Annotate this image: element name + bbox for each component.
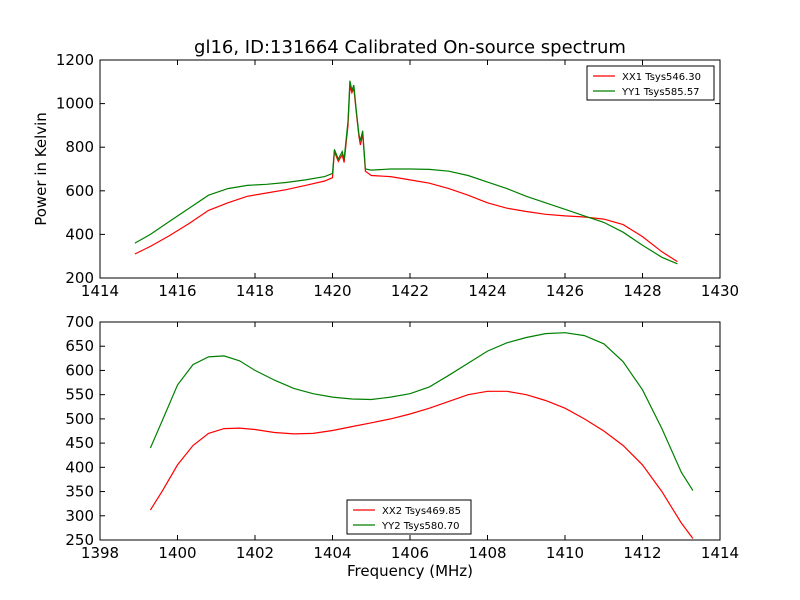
y-tick-label: 1200 bbox=[56, 51, 94, 69]
y-tick-label: 450 bbox=[65, 434, 94, 452]
x-tick-label: 1426 bbox=[546, 282, 584, 300]
chart-title: gl16, ID:131664 Calibrated On-source spe… bbox=[194, 37, 626, 58]
legend-label: YY1 Tsys585.57 bbox=[621, 87, 700, 98]
x-tick-label: 1416 bbox=[158, 282, 196, 300]
y-axis-label: Power in Kelvin bbox=[32, 112, 50, 226]
series-line-xx bbox=[134, 85, 678, 263]
x-tick-label: 1406 bbox=[391, 544, 429, 562]
x-tick-label: 1422 bbox=[391, 282, 429, 300]
legend: XX2 Tsys469.85 YY2 Tsys580.70 bbox=[346, 499, 472, 535]
y-tick-label: 350 bbox=[65, 483, 94, 501]
y-tick-label: 300 bbox=[65, 507, 94, 525]
legend: XX1 Tsys546.30 YY1 Tsys585.57 bbox=[586, 65, 715, 101]
x-tick-label: 1412 bbox=[623, 544, 661, 562]
x-tick-label: 1428 bbox=[623, 282, 661, 300]
x-tick-label: 1414 bbox=[81, 282, 119, 300]
y-tick-label: 250 bbox=[65, 531, 94, 549]
y-tick-label: 600 bbox=[65, 182, 94, 200]
y-tick-label: 200 bbox=[65, 269, 94, 287]
x-tick-label: 1400 bbox=[158, 544, 196, 562]
y-tick-label: 400 bbox=[65, 225, 94, 243]
y-tick-label: 500 bbox=[65, 410, 94, 428]
legend-label: YY2 Tsys580.70 bbox=[381, 521, 460, 532]
bottom-panel: 1398 1400 1402 1404 1406 1408 1410 1412 1414 250 3… bbox=[65, 313, 739, 580]
legend-label: XX2 Tsys469.85 bbox=[382, 506, 461, 517]
x-tick-label: 1430 bbox=[701, 282, 739, 300]
legend-box bbox=[346, 499, 472, 535]
legend-box bbox=[586, 65, 715, 101]
y-tick-label: 550 bbox=[65, 386, 94, 404]
y-tick-label: 600 bbox=[65, 361, 94, 379]
x-tick-label: 1418 bbox=[236, 282, 274, 300]
x-tick-label: 1398 bbox=[81, 544, 119, 562]
x-tick-label: 1402 bbox=[236, 544, 274, 562]
legend-label: XX1 Tsys546.30 bbox=[622, 72, 701, 83]
x-tick-label: 1414 bbox=[701, 544, 739, 562]
series-line-yy bbox=[134, 80, 678, 265]
x-tick-label: 1420 bbox=[313, 282, 351, 300]
x-tick-label: 1408 bbox=[468, 544, 506, 562]
x-tick-label: 1424 bbox=[468, 282, 506, 300]
top-panel: 1414 1416 1418 1420 1422 1424 1426 1428 1430 200 4… bbox=[32, 51, 739, 300]
y-tick-label: 650 bbox=[65, 337, 94, 355]
y-tick-label: 1000 bbox=[56, 95, 94, 113]
series-line-xx bbox=[149, 390, 694, 539]
x-tick-label: 1410 bbox=[546, 544, 584, 562]
series-line-yy bbox=[149, 332, 694, 491]
y-tick-label: 400 bbox=[65, 458, 94, 476]
y-tick-label: 700 bbox=[65, 313, 94, 331]
x-axis-label: Frequency (MHz) bbox=[347, 562, 473, 580]
x-tick-label: 1404 bbox=[313, 544, 351, 562]
y-tick-label: 800 bbox=[65, 138, 94, 156]
